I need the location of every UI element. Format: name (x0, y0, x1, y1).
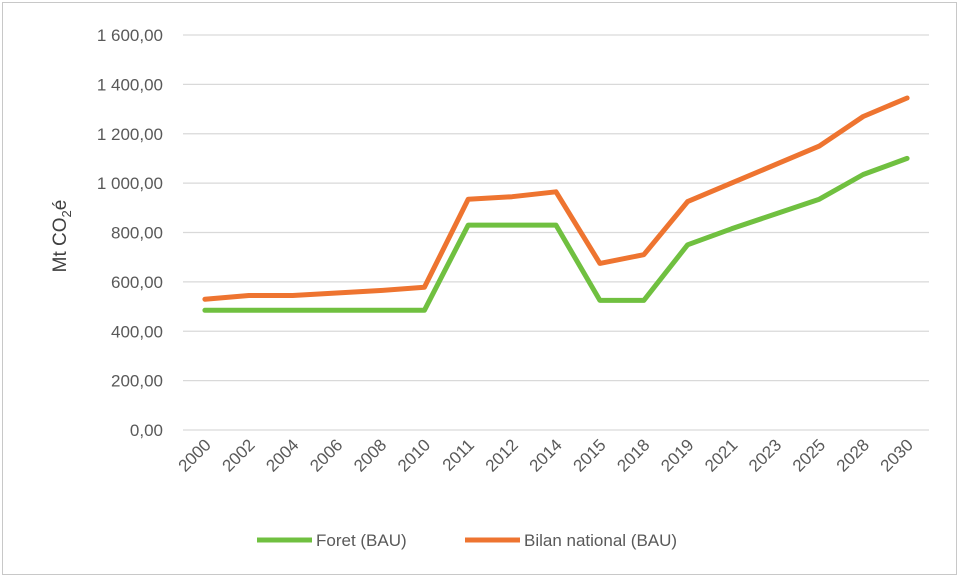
legend: Foret (BAU) Bilan national (BAU) (257, 531, 677, 550)
x-tick-label: 2028 (833, 435, 873, 475)
x-tick-label: 2011 (439, 435, 478, 474)
y-axis-ticks: 0,00 200,00 400,00 600,00 800,00 1 000,00 1 20… (97, 26, 163, 440)
x-tick-label: 2010 (394, 435, 434, 475)
x-tick-label: 2008 (350, 435, 390, 475)
y-tick-label: 200,00 (111, 372, 163, 391)
x-tick-label: 2021 (701, 435, 741, 475)
x-tick-label: 2018 (613, 435, 653, 475)
series-lines (202, 95, 910, 313)
y-tick-label: 800,00 (111, 224, 163, 243)
x-tick-label: 2030 (877, 435, 917, 475)
y-tick-label: 1 000,00 (97, 174, 163, 193)
y-tick-label: 1 200,00 (97, 125, 163, 144)
line-chart: 0,00 200,00 400,00 600,00 800,00 1 000,00 1 20… (50, 26, 929, 550)
x-tick-label: 2014 (526, 435, 566, 475)
y-tick-label: 1 400,00 (97, 75, 163, 94)
x-tick-label: 2025 (789, 435, 829, 475)
x-tick-label: 2012 (482, 435, 522, 475)
x-tick-label: 2002 (218, 435, 258, 475)
x-tick-label: 2023 (745, 435, 785, 475)
gridlines (183, 34, 929, 431)
x-tick-label: 2019 (657, 435, 697, 475)
x-axis-ticks: 2000 2002 2004 2006 2008 2010 2011 2012 2014 2015… (175, 435, 917, 475)
x-tick-label: 2015 (570, 435, 610, 475)
y-tick-label: 1 600,00 (97, 26, 163, 45)
y-tick-label: 400,00 (111, 322, 163, 341)
y-axis-label: Mt CO2é (50, 200, 74, 273)
series-line-foret (202, 155, 910, 313)
y-tick-label: 0,00 (130, 421, 163, 440)
x-tick-label: 2004 (262, 435, 302, 475)
legend-label: Bilan national (BAU) (524, 531, 677, 550)
y-tick-label: 600,00 (111, 273, 163, 292)
x-tick-label: 2006 (306, 435, 346, 475)
series-line-bilan-national (202, 95, 910, 302)
legend-label: Foret (BAU) (316, 531, 407, 550)
x-tick-label: 2000 (175, 435, 215, 475)
